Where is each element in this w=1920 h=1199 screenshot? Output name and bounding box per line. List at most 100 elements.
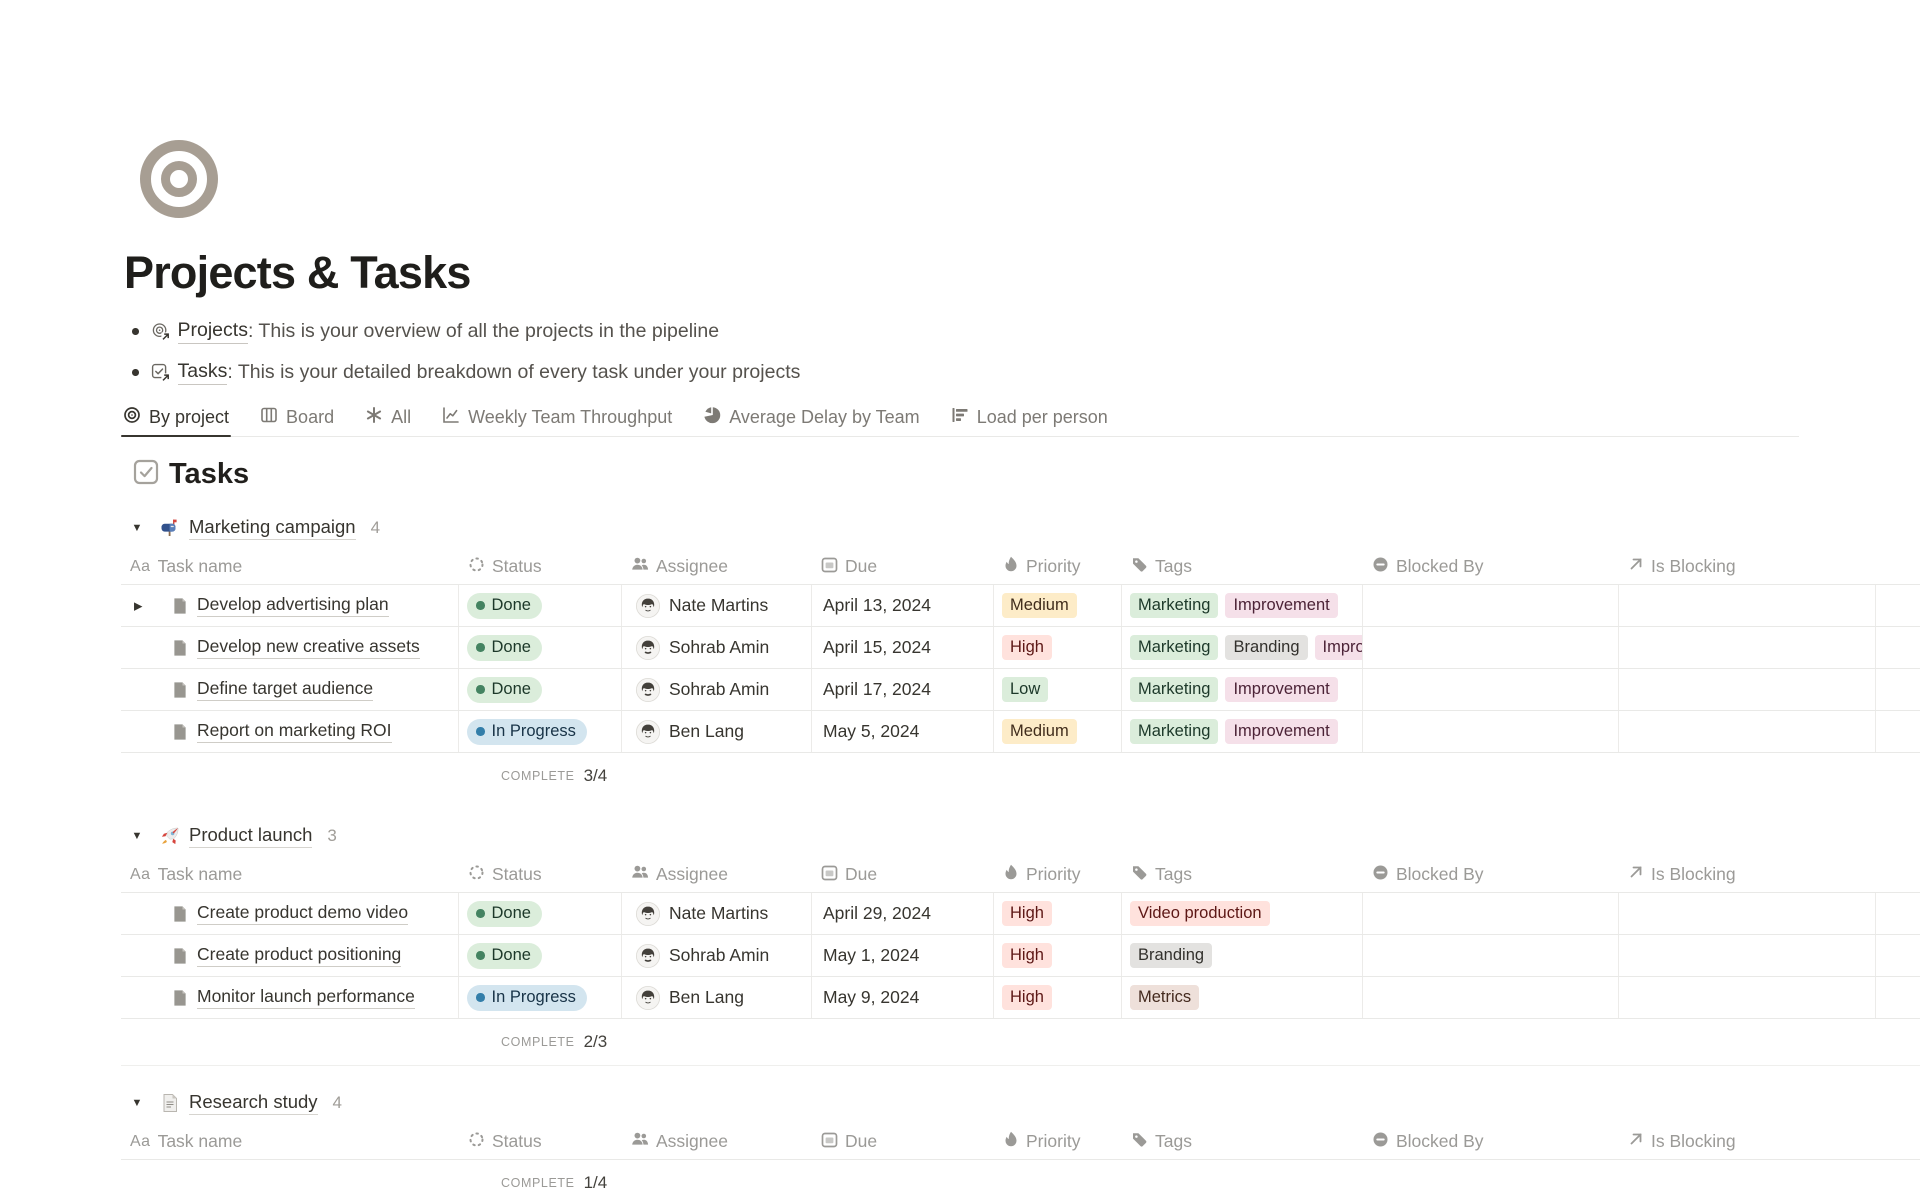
assignee-cell[interactable]: Ben Lang bbox=[622, 977, 812, 1018]
task-name-link[interactable]: Report on marketing ROI bbox=[197, 720, 392, 743]
priority-cell[interactable]: High bbox=[994, 627, 1122, 668]
tags-cell[interactable]: Marketing Improvement bbox=[1122, 711, 1363, 752]
blocked-by-cell[interactable] bbox=[1363, 935, 1619, 976]
priority-badge[interactable]: Low bbox=[1002, 677, 1049, 702]
assignee-cell[interactable]: Nate Martins bbox=[622, 893, 812, 934]
status-badge[interactable]: Done bbox=[467, 592, 542, 619]
collapse-group-icon[interactable]: ▼ bbox=[131, 1097, 143, 1109]
status-badge[interactable]: Done bbox=[467, 634, 542, 661]
tag-chip[interactable]: Marketing bbox=[1130, 593, 1219, 618]
tags-cell[interactable]: Marketing Improvement bbox=[1122, 585, 1363, 626]
column-header-tags[interactable]: Tags bbox=[1122, 1124, 1363, 1159]
assignee-cell[interactable]: Nate Martins bbox=[622, 585, 812, 626]
status-cell[interactable]: In Progress bbox=[459, 977, 622, 1018]
group-title-link[interactable]: Marketing campaign bbox=[189, 516, 356, 540]
assignee-cell[interactable]: Sohrab Amin bbox=[622, 935, 812, 976]
column-header-due[interactable]: Due bbox=[812, 857, 994, 892]
priority-badge[interactable]: Medium bbox=[1002, 593, 1077, 618]
is-blocking-cell[interactable] bbox=[1619, 935, 1876, 976]
tag-chip[interactable]: Branding bbox=[1130, 943, 1213, 968]
priority-badge[interactable]: High bbox=[1002, 985, 1052, 1010]
priority-cell[interactable]: Medium bbox=[994, 585, 1122, 626]
is-blocking-cell[interactable] bbox=[1619, 627, 1876, 668]
priority-badge[interactable]: High bbox=[1002, 901, 1052, 926]
tags-cell[interactable]: Marketing Branding Improvement bbox=[1122, 627, 1363, 668]
due-cell[interactable]: April 13, 2024 bbox=[812, 585, 994, 626]
due-cell[interactable]: May 9, 2024 bbox=[812, 977, 994, 1018]
status-cell[interactable]: In Progress bbox=[459, 711, 622, 752]
tag-chip[interactable]: Marketing bbox=[1130, 677, 1219, 702]
table-row[interactable]: Develop new creative assets Done Sohrab … bbox=[121, 627, 1920, 669]
column-header-status[interactable]: Status bbox=[459, 857, 622, 892]
column-header-assignee[interactable]: Assignee bbox=[622, 857, 812, 892]
status-badge[interactable]: In Progress bbox=[467, 718, 587, 745]
column-header-task-name[interactable]: Aa Task name bbox=[121, 857, 459, 892]
tab-board[interactable]: Board bbox=[258, 399, 336, 436]
assignee-cell[interactable]: Ben Lang bbox=[622, 711, 812, 752]
tag-chip[interactable]: Improvement bbox=[1314, 635, 1362, 660]
priority-cell[interactable]: High bbox=[994, 977, 1122, 1018]
column-header-tags[interactable]: Tags bbox=[1122, 549, 1363, 584]
column-header-due[interactable]: Due bbox=[812, 549, 994, 584]
tab-all[interactable]: All bbox=[363, 399, 413, 436]
status-cell[interactable]: Done bbox=[459, 627, 622, 668]
table-row[interactable]: Monitor launch performance In Progress B… bbox=[121, 977, 1920, 1019]
blocked-by-cell[interactable] bbox=[1363, 711, 1619, 752]
blocked-by-cell[interactable] bbox=[1363, 585, 1619, 626]
status-cell[interactable]: Done bbox=[459, 585, 622, 626]
assignee-cell[interactable]: Sohrab Amin bbox=[622, 627, 812, 668]
is-blocking-cell[interactable] bbox=[1619, 669, 1876, 710]
tag-chip[interactable]: Marketing bbox=[1130, 719, 1219, 744]
status-badge[interactable]: Done bbox=[467, 676, 542, 703]
table-row[interactable]: ▶ Develop advertising plan Done Nate Mar… bbox=[121, 585, 1920, 627]
is-blocking-cell[interactable] bbox=[1619, 977, 1876, 1018]
column-header-is-blocking[interactable]: Is Blocking bbox=[1619, 857, 1876, 892]
column-header-status[interactable]: Status bbox=[459, 549, 622, 584]
task-name-link[interactable]: Create product positioning bbox=[197, 944, 402, 967]
group-complete-footer[interactable]: COMPLETE 3/4 bbox=[121, 753, 1920, 799]
group-title-link[interactable]: Research study bbox=[189, 1091, 318, 1115]
task-name-cell[interactable]: Monitor launch performance bbox=[121, 977, 459, 1018]
task-name-cell[interactable]: ▶ Develop advertising plan bbox=[121, 585, 459, 626]
is-blocking-cell[interactable] bbox=[1619, 585, 1876, 626]
column-header-is-blocking[interactable]: Is Blocking bbox=[1619, 549, 1876, 584]
tags-cell[interactable]: Marketing Improvement bbox=[1122, 669, 1363, 710]
due-cell[interactable]: April 17, 2024 bbox=[812, 669, 994, 710]
blocked-by-cell[interactable] bbox=[1363, 893, 1619, 934]
task-name-cell[interactable]: Develop new creative assets bbox=[121, 627, 459, 668]
group-title-link[interactable]: Product launch bbox=[189, 824, 313, 848]
blocked-by-cell[interactable] bbox=[1363, 977, 1619, 1018]
task-name-cell[interactable]: Create product demo video bbox=[121, 893, 459, 934]
column-header-due[interactable]: Due bbox=[812, 1124, 994, 1159]
tags-cell[interactable]: Branding bbox=[1122, 935, 1363, 976]
task-name-cell[interactable]: Define target audience bbox=[121, 669, 459, 710]
task-name-link[interactable]: Create product demo video bbox=[197, 902, 409, 925]
due-cell[interactable]: April 29, 2024 bbox=[812, 893, 994, 934]
tab-average-delay-by-team[interactable]: Average Delay by Team bbox=[701, 399, 921, 436]
tag-chip[interactable]: Improvement bbox=[1225, 719, 1338, 744]
column-header-blocked-by[interactable]: Blocked By bbox=[1363, 1124, 1619, 1159]
column-header-priority[interactable]: Priority bbox=[994, 1124, 1122, 1159]
column-header-task-name[interactable]: Aa Task name bbox=[121, 1124, 459, 1159]
priority-cell[interactable]: Low bbox=[994, 669, 1122, 710]
task-name-link[interactable]: Develop new creative assets bbox=[197, 636, 420, 659]
status-badge[interactable]: Done bbox=[467, 942, 542, 969]
is-blocking-cell[interactable] bbox=[1619, 893, 1876, 934]
column-header-task-name[interactable]: Aa Task name bbox=[121, 549, 459, 584]
blocked-by-cell[interactable] bbox=[1363, 669, 1619, 710]
priority-badge[interactable]: High bbox=[1002, 943, 1052, 968]
task-name-link[interactable]: Define target audience bbox=[197, 678, 374, 701]
table-row[interactable]: Create product positioning Done Sohrab A… bbox=[121, 935, 1920, 977]
column-header-blocked-by[interactable]: Blocked By bbox=[1363, 857, 1619, 892]
tab-by-project[interactable]: By project bbox=[121, 399, 232, 437]
tab-load-per-person[interactable]: Load per person bbox=[949, 399, 1110, 436]
page-bullseye-icon[interactable] bbox=[140, 140, 218, 218]
table-row[interactable]: Define target audience Done Sohrab Amin … bbox=[121, 669, 1920, 711]
status-badge[interactable]: In Progress bbox=[467, 984, 587, 1011]
column-header-priority[interactable]: Priority bbox=[994, 549, 1122, 584]
column-header-assignee[interactable]: Assignee bbox=[622, 549, 812, 584]
due-cell[interactable]: May 5, 2024 bbox=[812, 711, 994, 752]
column-header-priority[interactable]: Priority bbox=[994, 857, 1122, 892]
tag-chip[interactable]: Improvement bbox=[1225, 677, 1338, 702]
task-name-cell[interactable]: Report on marketing ROI bbox=[121, 711, 459, 752]
